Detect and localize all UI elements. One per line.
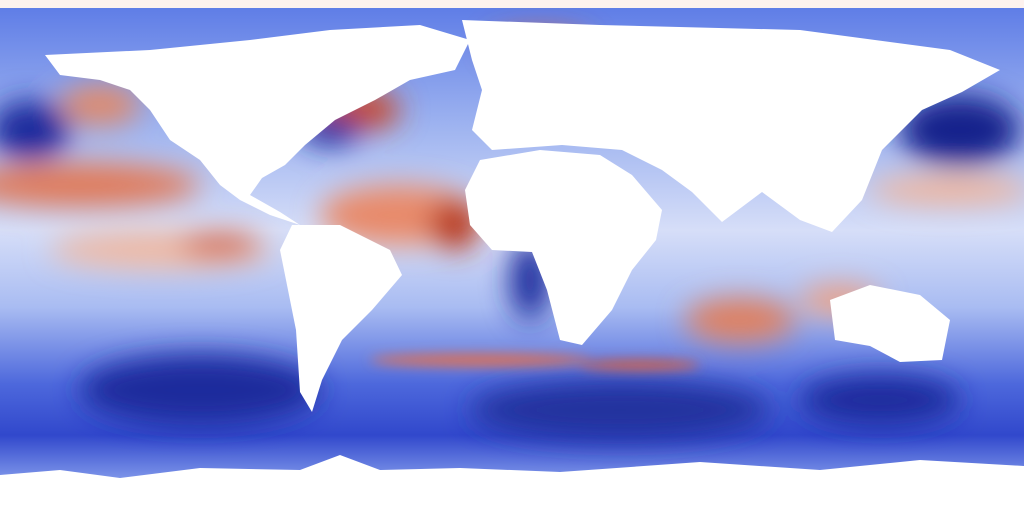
warm-patch (430, 200, 480, 250)
south-america (280, 225, 402, 412)
warm-patch (0, 163, 200, 207)
cool-patch (800, 375, 960, 425)
warm-streak (580, 360, 700, 370)
north-america (45, 25, 470, 225)
australia (830, 285, 950, 362)
warm-patch (870, 176, 1024, 204)
cool-patch (470, 380, 770, 440)
warm-patch (180, 233, 260, 257)
warm-patch (60, 85, 140, 125)
antarctica (0, 455, 1024, 512)
eurasia (462, 20, 1000, 232)
cool-patch (80, 355, 320, 425)
arctic-band (0, 0, 1024, 8)
africa (465, 150, 662, 345)
cool-patch (0, 100, 70, 160)
warm-streak (370, 354, 590, 366)
cool-patch (900, 95, 1020, 165)
warm-patch (685, 298, 795, 342)
